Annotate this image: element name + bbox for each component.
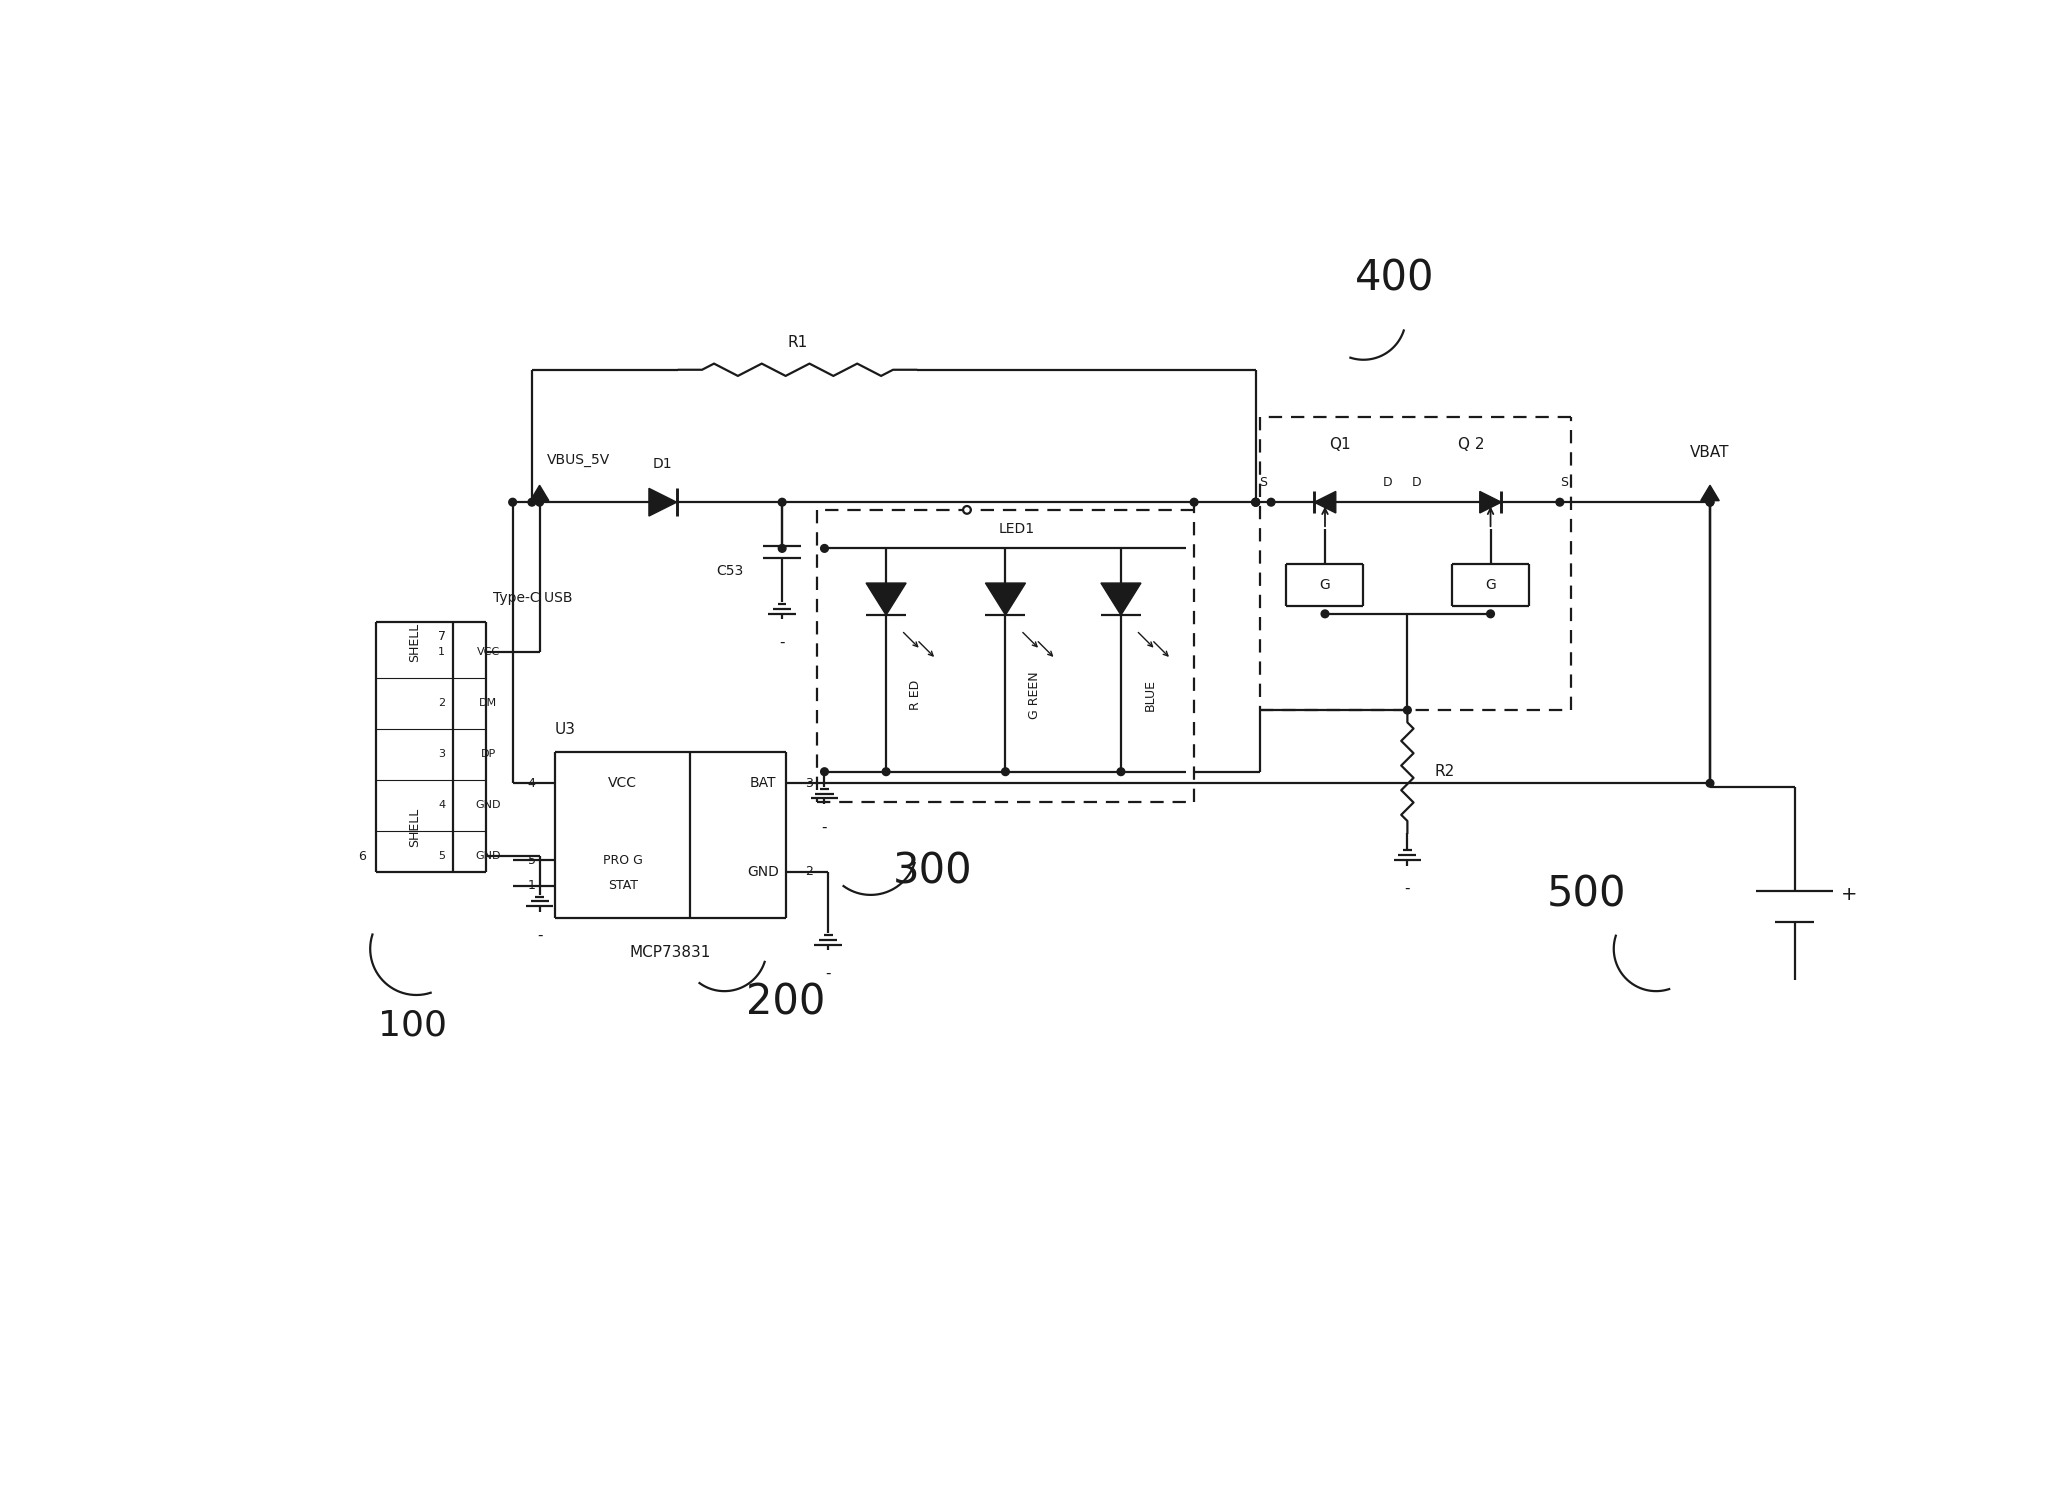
Text: 5: 5: [527, 854, 535, 867]
Text: DP: DP: [480, 749, 496, 760]
Circle shape: [883, 767, 889, 776]
Circle shape: [1190, 498, 1198, 507]
Text: D: D: [1383, 477, 1393, 489]
Text: 100: 100: [379, 1009, 447, 1043]
Text: 200: 200: [747, 982, 825, 1024]
Text: BAT: BAT: [749, 776, 776, 790]
Text: VBAT: VBAT: [1690, 444, 1729, 459]
Circle shape: [1321, 609, 1329, 618]
Text: Q 2: Q 2: [1457, 437, 1484, 451]
Text: S: S: [1560, 477, 1568, 489]
Text: Type-C USB: Type-C USB: [494, 592, 572, 605]
Text: -: -: [1406, 881, 1410, 897]
Text: 3: 3: [805, 776, 813, 790]
Text: MCP73831: MCP73831: [630, 945, 712, 960]
Text: 4: 4: [438, 800, 445, 811]
Polygon shape: [1315, 492, 1336, 513]
Text: 300: 300: [893, 851, 971, 893]
Text: C53: C53: [716, 565, 743, 578]
Text: 400: 400: [1354, 258, 1434, 299]
Text: G REEN: G REEN: [1029, 670, 1041, 718]
Text: R2: R2: [1434, 764, 1455, 779]
Text: 500: 500: [1548, 875, 1626, 916]
Text: DM: DM: [480, 699, 498, 708]
Text: 7: 7: [438, 630, 447, 644]
Circle shape: [821, 767, 827, 776]
Text: 3: 3: [438, 749, 445, 760]
Text: SHELL: SHELL: [407, 808, 422, 848]
Text: Q1: Q1: [1329, 437, 1352, 451]
Circle shape: [1251, 498, 1259, 507]
Circle shape: [821, 544, 827, 553]
Text: GND: GND: [475, 851, 500, 861]
Circle shape: [1486, 609, 1494, 618]
Polygon shape: [1101, 583, 1140, 615]
Text: 2: 2: [805, 866, 813, 878]
Text: G: G: [1319, 578, 1329, 593]
Text: D: D: [1412, 477, 1422, 489]
Text: G: G: [1486, 578, 1496, 593]
Text: BLUE: BLUE: [1144, 679, 1157, 711]
Text: -: -: [780, 635, 784, 650]
Text: 2: 2: [438, 699, 445, 708]
Circle shape: [1117, 767, 1126, 776]
Polygon shape: [531, 486, 549, 501]
Text: 1: 1: [527, 879, 535, 893]
Circle shape: [508, 498, 517, 507]
Circle shape: [1251, 498, 1259, 507]
Circle shape: [1706, 779, 1714, 787]
Polygon shape: [648, 489, 677, 516]
Circle shape: [1268, 498, 1276, 507]
Text: GND: GND: [475, 800, 500, 811]
Text: 6: 6: [358, 849, 366, 863]
Text: S: S: [1259, 477, 1268, 489]
Text: -: -: [821, 820, 827, 834]
Text: U3: U3: [556, 721, 576, 738]
Text: 4: 4: [527, 776, 535, 790]
Circle shape: [1706, 498, 1714, 507]
Polygon shape: [1480, 492, 1502, 513]
Text: STAT: STAT: [607, 879, 638, 893]
Text: VBUS_5V: VBUS_5V: [547, 453, 611, 466]
Circle shape: [1404, 706, 1412, 714]
Circle shape: [1706, 498, 1714, 507]
Text: -: -: [537, 927, 543, 943]
Text: SHELL: SHELL: [407, 623, 422, 663]
Circle shape: [1251, 498, 1259, 507]
Circle shape: [1556, 498, 1564, 507]
Text: PRO G: PRO G: [603, 854, 642, 867]
Text: R1: R1: [788, 335, 807, 350]
Circle shape: [963, 507, 971, 514]
Text: GND: GND: [747, 864, 778, 879]
Circle shape: [778, 544, 786, 553]
Circle shape: [778, 498, 786, 507]
Text: D1: D1: [652, 457, 673, 471]
Text: 1: 1: [438, 647, 445, 657]
Polygon shape: [866, 583, 906, 615]
Polygon shape: [986, 583, 1025, 615]
Circle shape: [535, 498, 543, 507]
Circle shape: [1002, 767, 1008, 776]
Polygon shape: [1700, 486, 1718, 501]
Text: LED1: LED1: [998, 522, 1035, 536]
Text: 5: 5: [438, 851, 445, 861]
Text: VCC: VCC: [609, 776, 638, 790]
Text: VCC: VCC: [477, 647, 500, 657]
Text: R ED: R ED: [910, 679, 922, 709]
Text: -: -: [825, 966, 831, 980]
Text: +: +: [1842, 885, 1858, 904]
Circle shape: [529, 498, 535, 507]
